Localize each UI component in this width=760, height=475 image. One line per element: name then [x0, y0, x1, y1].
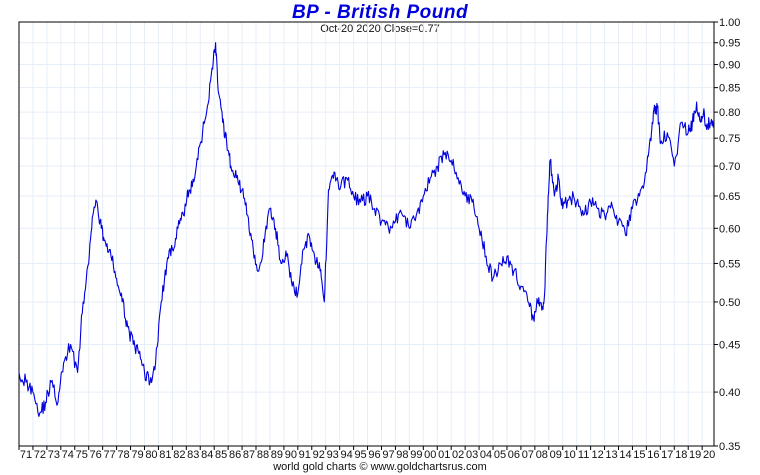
x-tick-label: 82: [173, 449, 185, 461]
x-tick-label: 16: [647, 449, 659, 461]
x-tick-label: 09: [550, 449, 562, 461]
x-tick-label: 98: [396, 449, 408, 461]
chart-footer: world gold charts © www.goldchartsrus.co…: [273, 461, 487, 473]
x-tick-label: 04: [480, 449, 492, 461]
x-tick-label: 14: [619, 449, 631, 461]
y-tick-label: 0.60: [719, 223, 740, 235]
x-tick-label: 00: [424, 449, 436, 461]
x-tick-label: 90: [285, 449, 297, 461]
x-tick-label: 78: [117, 449, 129, 461]
x-tick-label: 19: [689, 449, 701, 461]
x-tick-label: 71: [20, 449, 32, 461]
x-tick-label: 84: [201, 449, 213, 461]
x-tick-label: 79: [131, 449, 143, 461]
x-tick-label: 74: [62, 449, 74, 461]
x-tick-label: 73: [48, 449, 60, 461]
x-tick-label: 95: [354, 449, 366, 461]
x-tick-label: 89: [271, 449, 283, 461]
chart-subtitle: Oct-20 2020 Close=0.77: [320, 23, 440, 35]
y-tick-label: 0.80: [719, 107, 740, 119]
x-tick-label: 75: [76, 449, 88, 461]
x-tick-label: 10: [564, 449, 576, 461]
x-tick-label: 02: [452, 449, 464, 461]
x-tick-label: 06: [508, 449, 520, 461]
x-tick-label: 76: [90, 449, 102, 461]
y-tick-label: 0.55: [719, 258, 740, 270]
y-tick-label: 0.45: [719, 339, 740, 351]
gridlines: [18, 21, 714, 447]
series-line: [18, 42, 714, 417]
x-tick-label: 12: [591, 449, 603, 461]
x-tick-label: 15: [633, 449, 645, 461]
x-tick-label: 01: [438, 449, 450, 461]
y-tick-label: 0.40: [719, 387, 740, 399]
x-tick-label: 18: [675, 449, 687, 461]
x-tick-label: 94: [341, 449, 353, 461]
y-tick-label: 0.35: [719, 441, 740, 453]
y-tick-label: 1.00: [719, 17, 740, 29]
x-tick-label: 08: [536, 449, 548, 461]
y-tick-label: 0.75: [719, 133, 740, 145]
x-tick-label: 05: [494, 449, 506, 461]
x-tick-label: 07: [522, 449, 534, 461]
x-tick-label: 88: [257, 449, 269, 461]
x-tick-label: 99: [410, 449, 422, 461]
y-tick-label: 0.90: [719, 60, 740, 72]
x-tick-label: 77: [103, 449, 115, 461]
x-tick-label: 83: [187, 449, 199, 461]
x-tick-label: 72: [34, 449, 46, 461]
y-tick-label: 0.95: [719, 38, 740, 50]
chart-title: BP - British Pound: [291, 2, 469, 23]
x-tick-label: 96: [368, 449, 380, 461]
plot-frame: [18, 21, 715, 447]
x-axis: 71 72 73 74 75 76 77 78 79 80 81 82 83 84 85 86 87 88 89 90…: [18, 446, 715, 461]
x-tick-label: 87: [243, 449, 255, 461]
y-axis: 1.00 0.95 0.90 0.85 0.80 0.75 0.70 0.65 0.60 0.55…: [714, 17, 740, 453]
x-tick-label: 85: [215, 449, 227, 461]
x-tick-label: 13: [605, 449, 617, 461]
x-tick-label: 17: [661, 449, 673, 461]
x-tick-label: 81: [159, 449, 171, 461]
x-tick-label: 93: [327, 449, 339, 461]
y-tick-label: 0.85: [719, 83, 740, 95]
x-tick-label: 86: [229, 449, 241, 461]
y-tick-label: 0.70: [719, 161, 740, 173]
y-tick-label: 0.65: [719, 191, 740, 203]
x-tick-label: 11: [578, 449, 589, 461]
x-tick-label: 20: [703, 449, 715, 461]
x-tick-label: 03: [466, 449, 478, 461]
y-tick-label: 0.50: [719, 297, 740, 309]
x-tick-label: 97: [382, 449, 394, 461]
x-tick-label: 91: [299, 449, 311, 461]
x-tick-label: 92: [313, 449, 325, 461]
x-tick-label: 80: [145, 449, 157, 461]
